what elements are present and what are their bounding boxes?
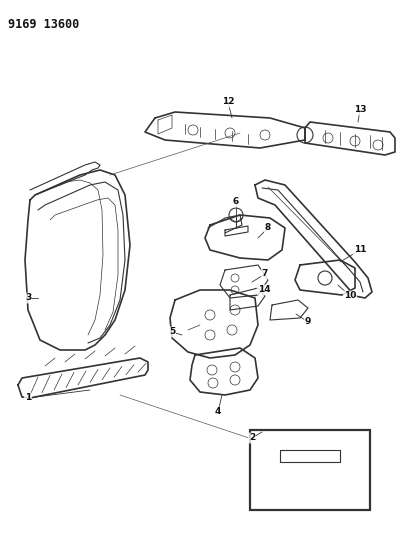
- Text: 2: 2: [249, 433, 255, 442]
- Text: 13: 13: [354, 106, 366, 115]
- Text: 14: 14: [258, 286, 270, 295]
- Text: 10: 10: [344, 292, 356, 301]
- Text: 9169 13600: 9169 13600: [8, 18, 79, 31]
- Text: 11: 11: [354, 246, 366, 254]
- Text: 5: 5: [169, 327, 175, 336]
- Text: 12: 12: [222, 98, 234, 107]
- Text: 3: 3: [25, 294, 31, 303]
- Text: 9: 9: [305, 318, 311, 327]
- Text: 1: 1: [25, 393, 31, 402]
- Text: 4: 4: [215, 408, 221, 416]
- Text: 8: 8: [265, 223, 271, 232]
- Bar: [250, 430, 370, 510]
- Text: 7: 7: [262, 270, 268, 279]
- Text: 6: 6: [233, 198, 239, 206]
